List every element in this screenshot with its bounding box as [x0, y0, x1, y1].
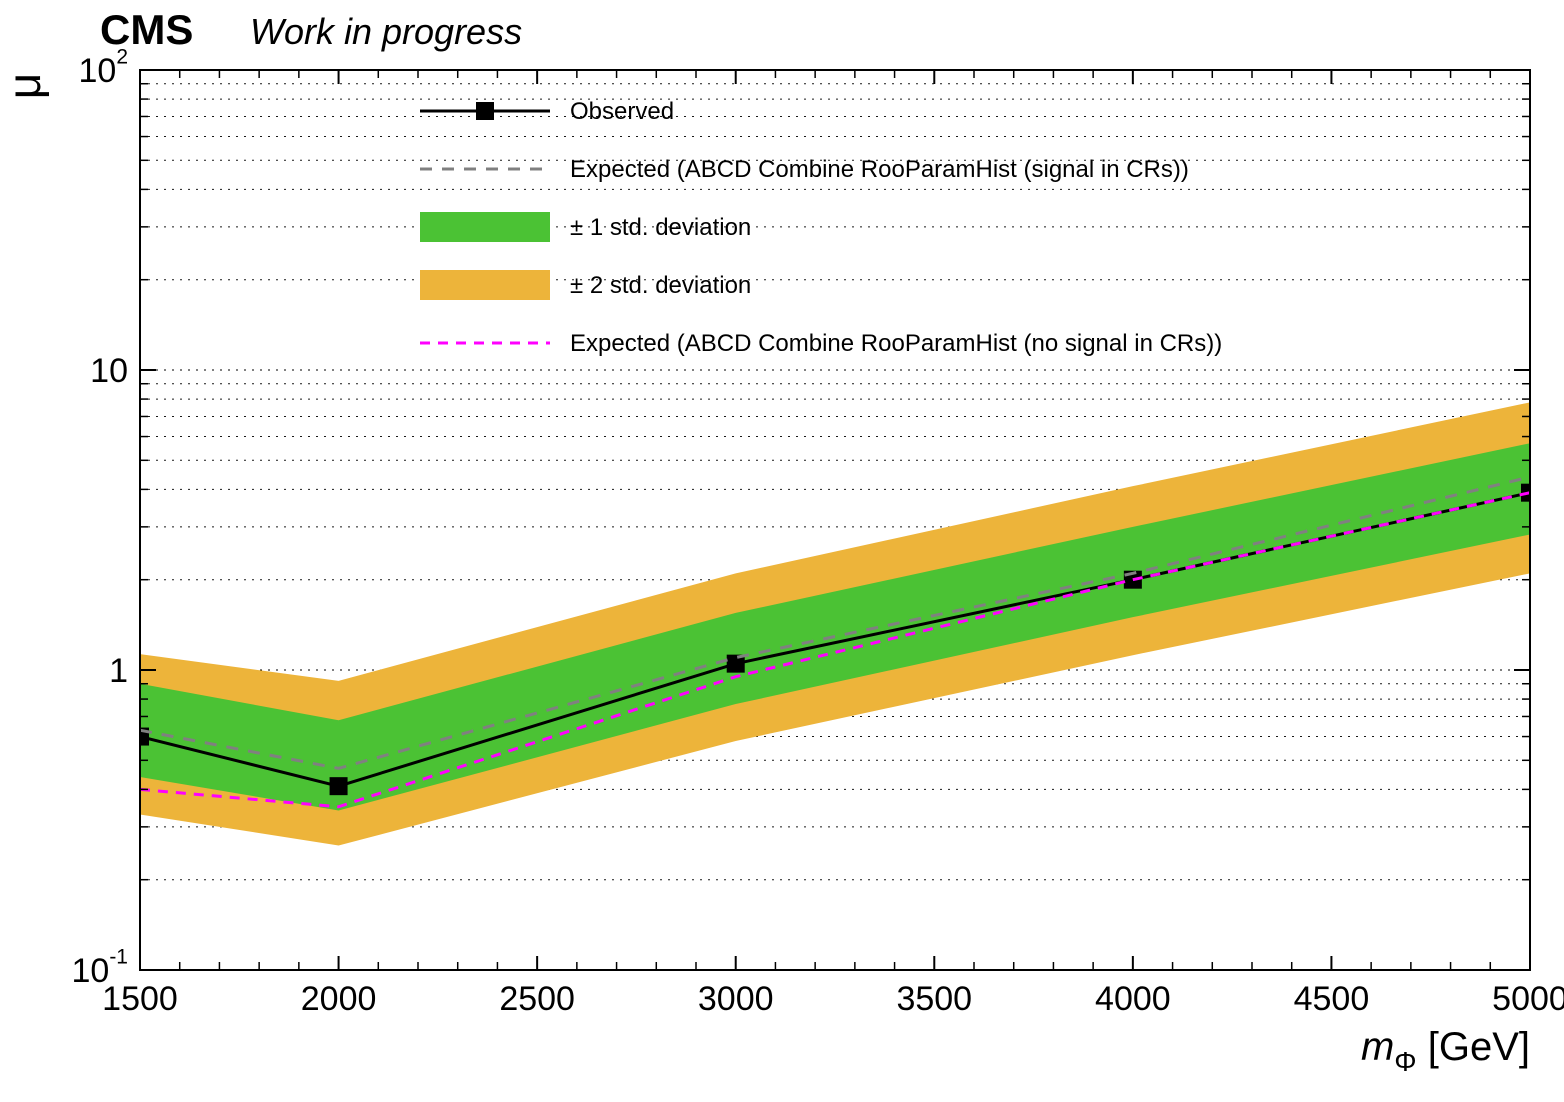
- x-tick-label: 2000: [301, 980, 377, 1018]
- x-tick-label: 4000: [1095, 980, 1171, 1018]
- limit-plot: 1500200025003000350040004500500010-11101…: [0, 0, 1564, 1102]
- y-tick-label: 1: [109, 652, 128, 690]
- x-tick-label: 3000: [698, 980, 774, 1018]
- cms-label: CMS: [100, 6, 193, 53]
- work-in-progress-label: Work in progress: [250, 11, 522, 52]
- marker-observed: [330, 777, 348, 795]
- x-tick-label: 2500: [499, 980, 575, 1018]
- legend-label: Expected (ABCD Combine RooParamHist (sig…: [570, 156, 1189, 183]
- y-tick-label: 10: [90, 352, 128, 390]
- legend-label: Expected (ABCD Combine RooParamHist (no …: [570, 330, 1222, 357]
- x-tick-label: 3500: [896, 980, 972, 1018]
- y-axis-title: μ: [0, 73, 50, 100]
- legend-label: ± 2 std. deviation: [570, 272, 751, 299]
- chart-container: 1500200025003000350040004500500010-11101…: [0, 0, 1564, 1102]
- legend-label: ± 1 std. deviation: [570, 214, 751, 241]
- x-tick-label: 5000: [1492, 980, 1564, 1018]
- legend-label: Observed: [570, 98, 674, 125]
- x-tick-label: 1500: [102, 980, 178, 1018]
- x-tick-label: 4500: [1294, 980, 1370, 1018]
